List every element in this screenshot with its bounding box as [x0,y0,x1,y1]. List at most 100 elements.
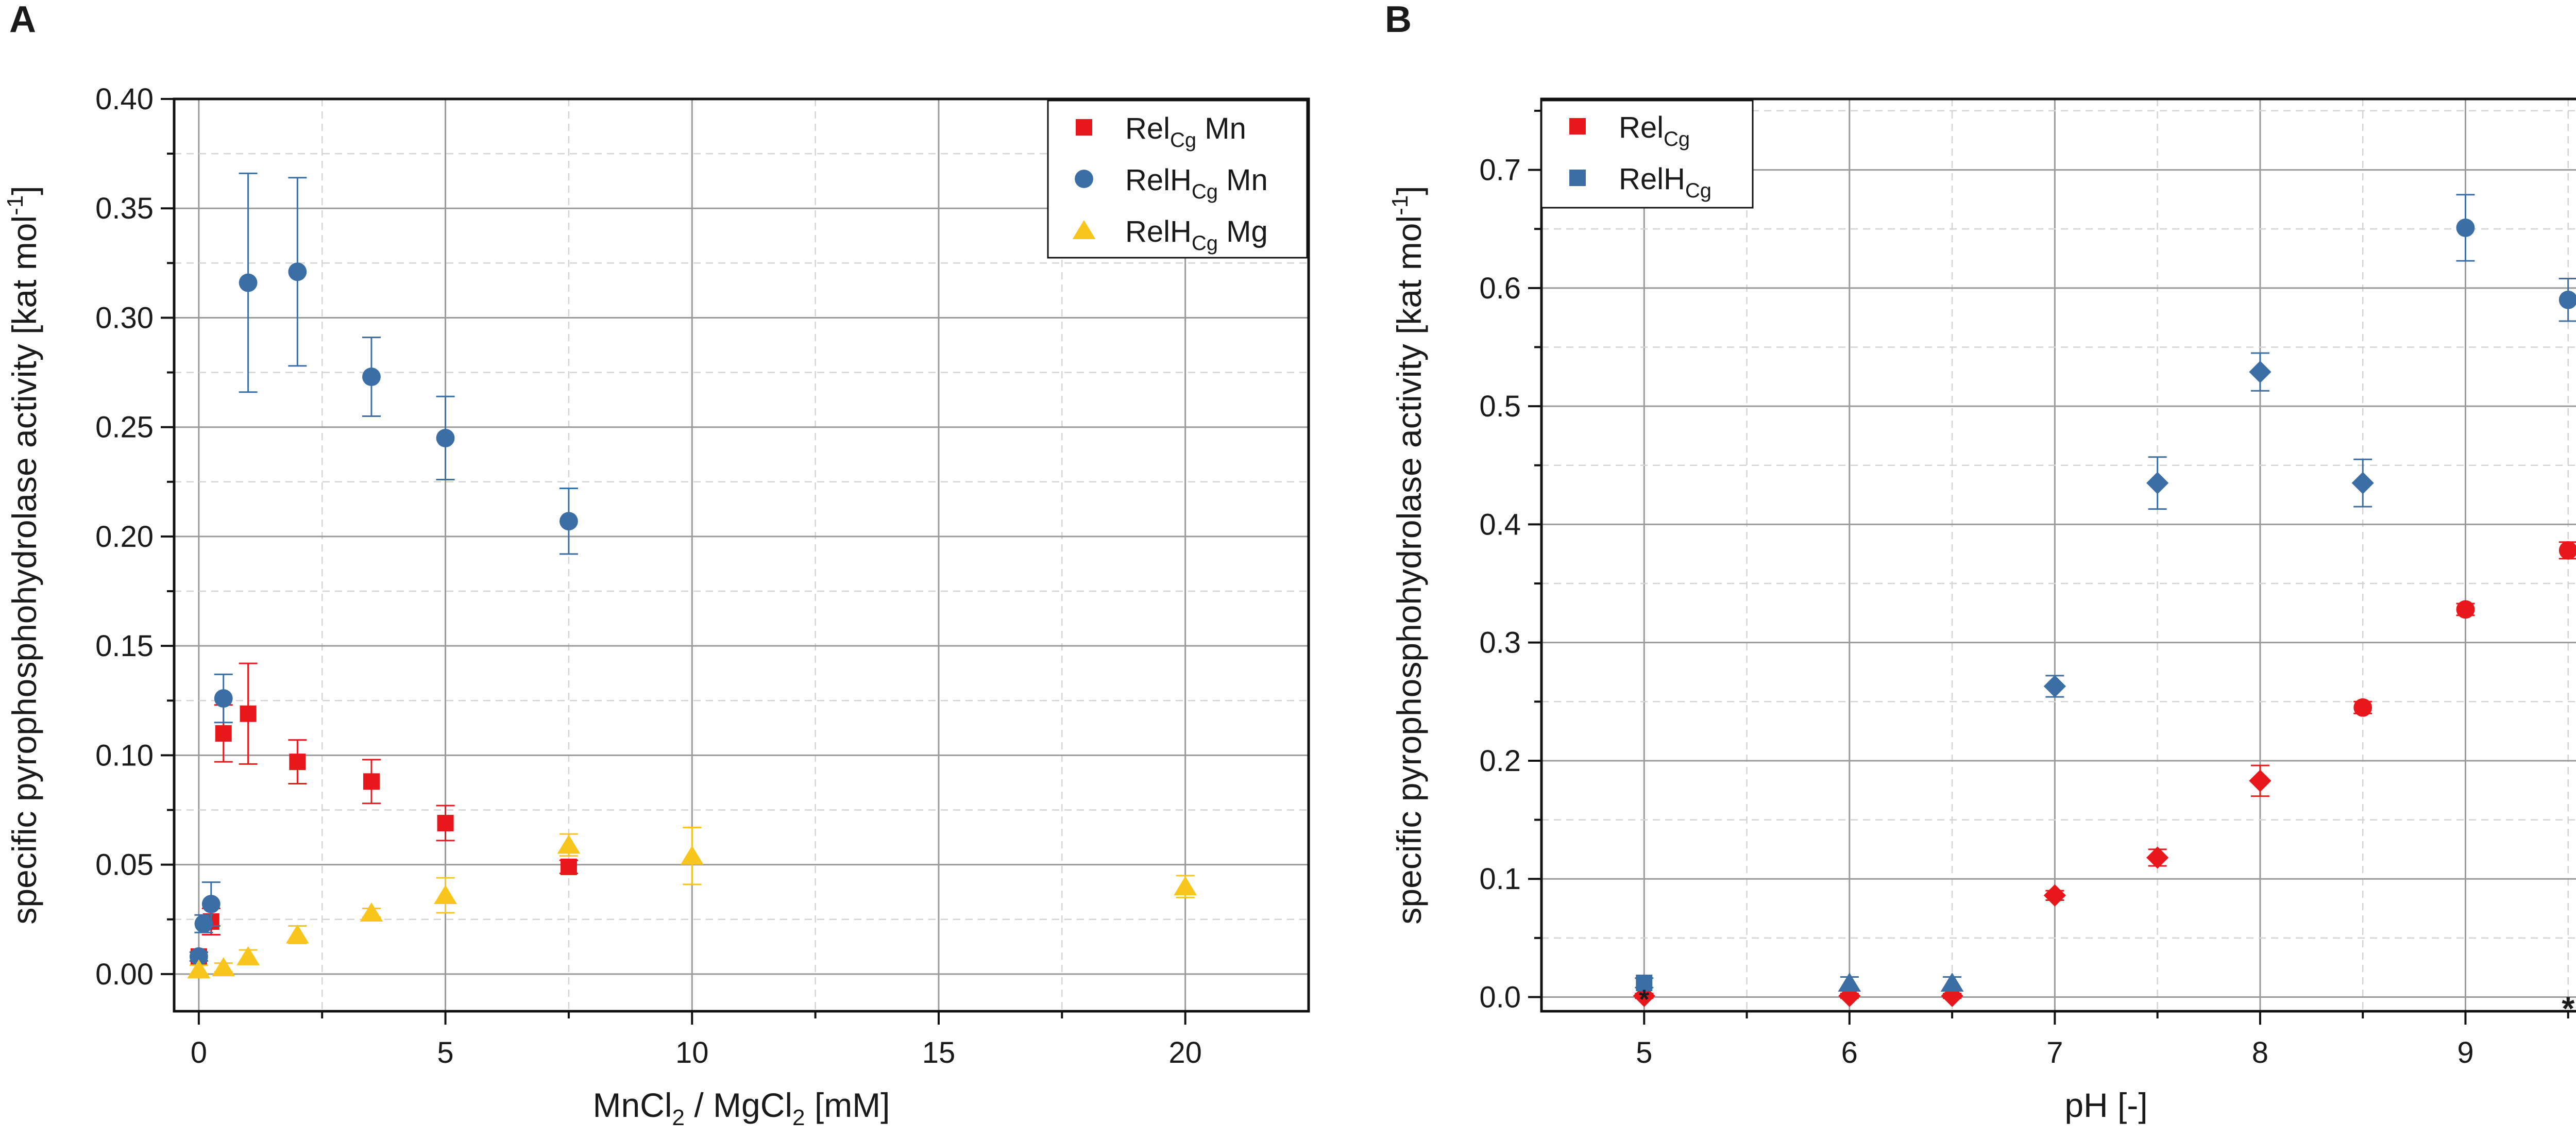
x-tick-label: 8 [2252,1036,2268,1069]
data-point [437,814,454,831]
legend-entry: RelHCg Mn [1125,163,1268,203]
data-point [201,895,221,913]
data-point [680,845,704,865]
data-point [436,428,455,447]
data-point [2043,884,2066,907]
y-tick-label: 0.15 [95,629,154,663]
legend-marker [1076,119,1092,136]
data-point [557,834,581,854]
data-point [2353,698,2372,717]
data-point [2456,600,2475,619]
x-tick-label: 10 [675,1036,709,1069]
data-point [189,947,208,966]
y-axis: 0.0 0.1 0.2 0.3 0.4 0.5 0.6 0.7 [1479,109,1541,1014]
data-point [194,914,213,933]
x-axis-label: pH [-] [2064,1086,2147,1124]
y-tick-label: 0.0 [1479,980,1521,1014]
data-point [288,262,307,281]
x-axis: 0 5 10 15 20 [191,1011,1202,1069]
x-tick-label: 20 [1168,1036,1202,1069]
x-axis-label: MnCl2 / MgCl2 [mM] [593,1086,890,1130]
data-point [1636,974,1653,991]
series-rel-red [1633,541,2576,1007]
x-tick-label: 5 [437,1036,453,1069]
panel-label-a: A [9,0,36,40]
data-point [2146,472,2169,494]
x-tick-label: 6 [1841,1036,1858,1069]
y-tick-label: 0.30 [95,301,154,335]
data-point [560,858,577,875]
x-tick-label: 5 [1636,1036,1652,1069]
data-point [239,273,258,292]
data-point [1633,984,1655,1007]
data-point [214,689,233,708]
series-relh-blue [1635,194,2576,992]
data-point [1838,972,1861,992]
data-point [2146,846,2169,869]
y-tick-label: 0.00 [95,958,154,991]
data-point [2558,290,2576,309]
x-tick-label: 15 [922,1036,956,1069]
data-point [212,957,235,977]
y-tick-label: 0.20 [95,520,154,554]
data-point [240,705,257,722]
y-tick-label: 0.3 [1479,626,1521,660]
legend-entry: RelCg Mn [1125,112,1246,152]
data-point [236,946,260,965]
annotation-asterisk: * [1639,984,1650,1014]
y-tick-label: 0.35 [95,192,154,225]
legend-marker [1075,170,1093,188]
series-relh-blue [189,172,578,966]
y-tick-label: 0.05 [95,848,154,882]
legend-entry: RelHCg Mg [1125,215,1268,255]
y-tick-label: 0.25 [95,411,154,444]
series-relh-yellow [187,826,1197,979]
data-point [215,725,232,742]
legend-entry: RelHCg [1619,162,1711,202]
y-tick-label: 0.40 [95,82,154,116]
legend-marker [1569,170,1586,186]
panel-label-b: B [1385,0,1412,40]
data-point [285,924,309,944]
chart-panel-b: 56789100.00.10.20.30.40.50.60.7pH [-]spe… [1387,97,2576,1124]
grid [1540,99,2576,1011]
y-tick-label: 0.1 [1479,862,1521,896]
data-point [289,754,306,771]
y-axis: 0.00 0.05 0.10 0.15 0.20 0.25 0.30 0.35 0.40 [95,82,174,991]
y-tick-label: 0.10 [95,739,154,772]
plot-frame [1540,97,2576,1013]
x-tick-label: 7 [2046,1036,2063,1069]
legend: RelCg RelHCg [1540,99,1754,209]
data-point [362,367,381,386]
data-point [2249,770,2272,792]
data-point [363,773,380,790]
legend-entry: RelCg [1619,111,1690,151]
y-axis-label: specific pyrophosphohydrolase activity [… [3,186,43,924]
legend: RelCg Mn RelHCg Mn RelHCg Mg [1047,99,1308,259]
data-point [2043,675,2066,698]
data-point [2456,218,2475,237]
annotation-asterisk: * [2562,990,2574,1027]
x-tick-label: 9 [2457,1036,2473,1069]
data-point [559,512,578,531]
y-tick-label: 0.2 [1479,744,1521,778]
legend-marker [1569,118,1586,135]
y-tick-label: 0.7 [1479,154,1521,187]
x-tick-label: 0 [191,1036,207,1069]
data-point [2558,541,2576,560]
y-tick-label: 0.4 [1479,508,1521,541]
data-point [187,959,211,979]
y-tick-label: 0.5 [1479,390,1521,423]
chart-panel-a: 0 5 10 15 20 0.00 0.05 0.10 0.15 0.20 0.25 0.30 0.35… [3,82,1310,1130]
series-rel-red [189,662,578,965]
plot-frame [173,97,1310,1013]
y-tick-label: 0.6 [1479,272,1521,305]
legend-marker [1072,220,1096,239]
data-point [1174,876,1197,896]
data-point [2249,361,2272,383]
data-point [1940,972,1964,992]
data-point [2351,472,2374,494]
data-point [360,902,383,922]
y-axis-label: specific pyrophosphohydrolase activity [… [1387,186,1428,924]
